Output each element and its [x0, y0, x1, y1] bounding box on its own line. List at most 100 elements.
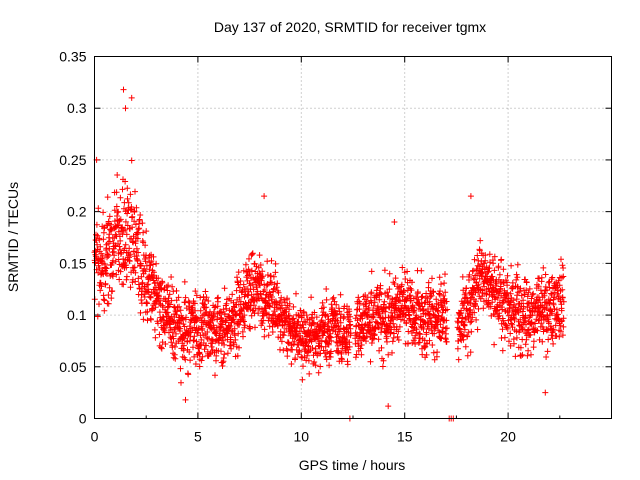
data-point — [376, 296, 383, 303]
data-point — [305, 357, 312, 364]
data-point — [238, 308, 245, 315]
data-point — [471, 309, 478, 316]
data-point — [525, 347, 532, 354]
data-point — [116, 243, 123, 250]
data-point — [378, 291, 385, 298]
data-point — [259, 320, 266, 327]
data-point — [518, 353, 524, 359]
data-point — [247, 325, 254, 332]
data-point — [554, 311, 561, 318]
data-point — [309, 345, 316, 351]
data-point — [253, 284, 260, 291]
data-point — [402, 276, 409, 282]
data-point — [235, 269, 242, 276]
y-tick-label: 0.35 — [59, 49, 86, 65]
data-point — [249, 250, 256, 257]
data-point — [385, 403, 392, 410]
data-point — [543, 354, 550, 360]
data-point — [549, 274, 556, 281]
data-point — [364, 294, 371, 301]
data-point — [183, 314, 189, 321]
data-point — [421, 299, 428, 306]
data-point — [405, 328, 412, 335]
data-point — [392, 275, 399, 282]
data-point — [344, 361, 351, 368]
data-point — [137, 212, 144, 218]
data-point — [177, 307, 184, 314]
data-point — [548, 332, 555, 339]
data-point — [472, 298, 479, 305]
data-point — [540, 264, 547, 271]
data-point — [300, 324, 307, 331]
data-point — [384, 338, 390, 345]
data-point — [271, 285, 277, 292]
data-point — [498, 256, 505, 263]
data-point — [559, 294, 566, 301]
data-point — [167, 301, 173, 308]
data-point — [555, 293, 562, 299]
data-point — [519, 351, 526, 358]
data-point — [559, 262, 566, 269]
data-point — [131, 208, 138, 215]
data-point — [386, 270, 393, 277]
data-point — [182, 396, 189, 403]
data-point — [293, 290, 299, 297]
data-point — [511, 340, 517, 347]
data-point — [356, 300, 363, 307]
data-point — [203, 304, 210, 311]
data-point — [127, 251, 134, 258]
data-point — [394, 333, 401, 340]
data-point — [368, 289, 375, 296]
data-point — [504, 282, 511, 289]
data-point — [153, 260, 160, 267]
data-point — [355, 322, 362, 329]
data-point — [192, 288, 199, 295]
data-point — [129, 213, 136, 220]
data-point — [426, 298, 433, 305]
data-point — [182, 356, 189, 363]
data-point — [127, 284, 134, 291]
data-point — [485, 285, 492, 292]
data-point — [140, 229, 147, 236]
data-point — [538, 320, 545, 327]
data-point — [536, 297, 543, 303]
data-point — [181, 323, 188, 330]
data-point — [378, 344, 385, 351]
data-point — [227, 342, 234, 349]
data-point — [100, 296, 107, 303]
data-point — [512, 353, 519, 360]
data-point — [159, 279, 166, 286]
data-point — [105, 292, 112, 298]
data-point — [517, 285, 524, 292]
data-point — [431, 330, 438, 337]
data-point — [384, 289, 391, 296]
data-point — [504, 272, 511, 279]
data-point — [134, 229, 141, 236]
data-point — [401, 288, 408, 295]
data-point — [203, 342, 210, 349]
data-point — [319, 299, 326, 306]
data-point — [529, 291, 536, 298]
data-point — [481, 283, 488, 290]
data-point — [391, 281, 398, 287]
data-point — [387, 329, 394, 336]
data-point — [168, 274, 175, 280]
data-point — [272, 311, 279, 318]
data-point — [301, 354, 308, 361]
data-point — [193, 338, 200, 345]
data-point — [119, 186, 126, 193]
data-point — [523, 336, 530, 343]
data-point — [109, 288, 116, 294]
data-point — [242, 322, 248, 329]
data-point — [524, 293, 531, 300]
data-point — [148, 316, 154, 323]
data-point — [558, 307, 565, 314]
data-point — [528, 319, 535, 326]
data-point — [426, 337, 433, 344]
data-point — [122, 241, 129, 248]
data-point — [97, 287, 104, 294]
data-point — [520, 297, 527, 304]
y-tick-label: 0 — [79, 411, 87, 427]
data-point — [500, 317, 507, 324]
data-point — [538, 274, 545, 281]
